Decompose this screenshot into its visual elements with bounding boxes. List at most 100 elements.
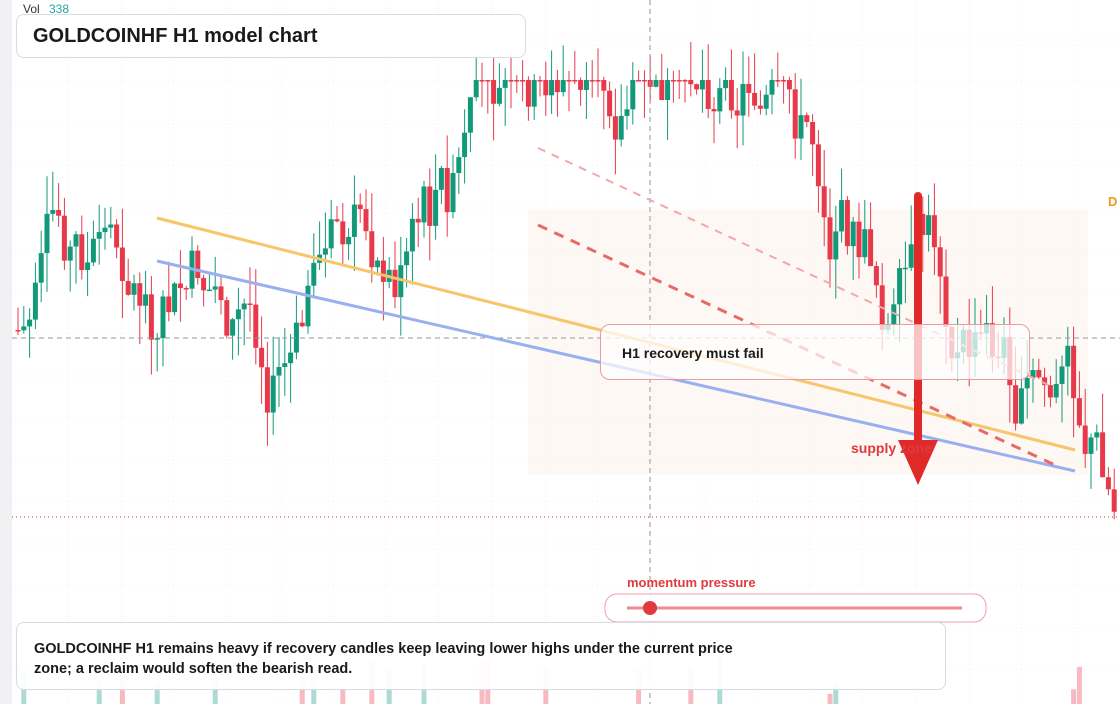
candle-body — [531, 80, 537, 107]
candle-body — [688, 80, 694, 85]
candle-body — [247, 303, 253, 305]
candle-body — [398, 265, 404, 298]
candle-body — [363, 209, 369, 232]
candle-body — [502, 80, 508, 88]
volume-bar — [1071, 689, 1077, 704]
candle-body — [73, 234, 79, 247]
volume-bar — [833, 683, 839, 704]
candle-body — [357, 204, 363, 210]
candle-body — [438, 167, 444, 190]
candle-body — [595, 80, 601, 82]
candle-body — [212, 286, 218, 290]
candle-body — [1047, 385, 1053, 398]
candle-body — [456, 157, 462, 174]
candle-body — [543, 80, 549, 96]
candle-body — [827, 217, 833, 260]
candle-body — [891, 304, 897, 325]
candle-body — [1053, 383, 1059, 398]
candle-body — [67, 246, 73, 261]
candle-body — [328, 219, 334, 249]
candle-body — [1042, 377, 1048, 386]
candle-body — [369, 231, 375, 268]
candle-body — [711, 108, 717, 112]
candle-body — [618, 115, 624, 140]
note-text: GOLDCOINHF H1 remains heavy if recovery … — [34, 641, 733, 677]
candle-body — [520, 80, 526, 82]
candle-body — [943, 276, 949, 327]
candle-body — [32, 282, 38, 320]
candle-body — [1065, 345, 1071, 367]
candle-body — [792, 89, 798, 139]
candle-body — [908, 244, 914, 268]
candle-body — [450, 173, 456, 213]
candle-body — [1030, 370, 1036, 379]
candle-body — [346, 236, 352, 245]
candle-body — [699, 80, 705, 90]
candle-body — [154, 338, 160, 340]
candle-body — [1036, 370, 1042, 378]
vol-label: Vol — [23, 2, 40, 16]
slider-thumb[interactable] — [643, 601, 657, 615]
candle-body — [897, 268, 903, 305]
candle-body — [305, 285, 311, 327]
candle-body — [525, 80, 531, 107]
arrow-head — [898, 440, 938, 485]
candle-body — [201, 278, 207, 291]
candle-body — [833, 231, 839, 260]
candle-body — [752, 92, 758, 106]
candle-body — [1105, 477, 1111, 490]
candle-body — [218, 286, 224, 301]
candle-body — [15, 330, 21, 332]
candle-body — [670, 80, 676, 82]
candle-body — [694, 84, 700, 90]
candle-body — [444, 167, 450, 213]
candle-body — [467, 97, 473, 133]
candle-body — [549, 80, 555, 96]
candle-body — [931, 215, 937, 248]
candle-body — [572, 80, 578, 82]
candle-body — [496, 87, 502, 104]
edge-tag: D — [1108, 194, 1117, 209]
candle-body — [270, 375, 276, 413]
candle-body — [311, 262, 317, 286]
candle-body — [728, 80, 734, 111]
candle-body — [421, 186, 427, 223]
candle-body — [90, 238, 96, 263]
candle-body — [259, 347, 265, 368]
candle-body — [937, 247, 943, 277]
candle-body — [44, 213, 50, 254]
candle-body — [148, 294, 154, 340]
candle-body — [409, 218, 415, 252]
candle-body — [108, 224, 114, 228]
candle-body — [183, 288, 189, 290]
candle-body — [920, 213, 926, 236]
candle-body — [769, 80, 775, 95]
candle-body — [415, 218, 421, 223]
candle-body — [560, 80, 566, 93]
candle-body — [665, 80, 671, 100]
candle-body — [404, 251, 410, 266]
volume-bar — [827, 693, 833, 704]
candle-body — [96, 232, 102, 239]
candle-body — [1076, 398, 1082, 426]
candle-body — [195, 250, 201, 279]
candle-body — [862, 229, 868, 258]
candle-body — [433, 189, 439, 226]
candle-body — [734, 110, 740, 116]
candle-body — [119, 247, 125, 281]
candle-body — [723, 80, 729, 89]
candle-body — [868, 229, 874, 267]
candle-body — [641, 80, 647, 82]
volume-bar — [96, 681, 102, 704]
candle-body — [1024, 378, 1030, 389]
candle-body — [102, 227, 108, 233]
volume-bar — [1076, 666, 1082, 704]
candle-body — [554, 80, 560, 93]
candle-body — [798, 115, 804, 139]
callout-box: H1 recovery must fail — [600, 324, 1030, 380]
candle-body — [27, 319, 33, 327]
candle-body — [844, 200, 850, 247]
candle-body — [462, 132, 468, 158]
candle-body — [786, 80, 792, 90]
